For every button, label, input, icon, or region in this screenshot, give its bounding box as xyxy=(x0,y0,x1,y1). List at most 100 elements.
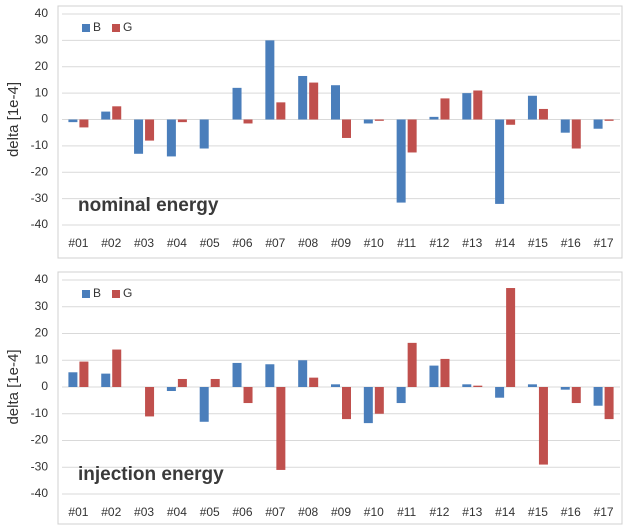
x-tick-label: #02 xyxy=(101,505,121,519)
bar xyxy=(112,349,122,387)
bar xyxy=(199,387,209,422)
bar xyxy=(363,387,373,424)
bar xyxy=(210,378,220,387)
x-tick-label: #09 xyxy=(331,236,351,250)
x-tick-label: #08 xyxy=(298,505,318,519)
bar xyxy=(538,108,548,120)
x-tick-label: #11 xyxy=(397,505,416,519)
bar xyxy=(276,387,286,470)
y-tick-label: 20 xyxy=(35,326,49,340)
bar xyxy=(68,119,78,123)
bar xyxy=(342,387,351,420)
x-tick-label: #14 xyxy=(495,236,515,250)
y-tick-label: 10 xyxy=(35,352,49,366)
bar xyxy=(604,119,614,121)
bar xyxy=(571,387,581,404)
x-tick-label: #14 xyxy=(495,505,515,519)
legend-swatch xyxy=(82,24,90,32)
y-tick-label: 0 xyxy=(41,379,48,393)
bar xyxy=(473,385,483,387)
legend-swatch xyxy=(82,290,90,298)
x-tick-label: #06 xyxy=(233,505,253,519)
x-tick-label: #15 xyxy=(528,236,548,250)
x-tick-label: #13 xyxy=(462,505,482,519)
x-tick-label: #05 xyxy=(200,505,220,519)
bar xyxy=(342,119,351,138)
bar xyxy=(604,387,614,420)
y-tick-label: -40 xyxy=(31,217,49,231)
bar xyxy=(112,106,122,120)
bar xyxy=(331,384,340,387)
y-tick-label: 30 xyxy=(35,33,49,47)
y-tick-label: -30 xyxy=(31,459,49,473)
x-tick-label: #17 xyxy=(594,236,614,250)
bar xyxy=(68,372,78,387)
legend-label: B xyxy=(93,286,101,300)
y-tick-label: 20 xyxy=(35,59,49,73)
x-tick-label: #15 xyxy=(528,505,548,519)
chart-panel: -40 -30 -20 -10 0 10 20 30 40 delta [1e-4] #01 #02 #… xyxy=(5,5,623,259)
bar xyxy=(462,93,472,120)
panel-border xyxy=(57,271,623,525)
bar xyxy=(309,377,319,387)
bar xyxy=(199,119,209,149)
bar xyxy=(429,116,439,120)
bar xyxy=(243,387,253,404)
bar xyxy=(593,119,603,129)
bar xyxy=(396,387,406,404)
bar xyxy=(101,373,111,387)
legend-swatch xyxy=(112,290,120,298)
bar xyxy=(495,119,505,204)
bar xyxy=(506,119,516,125)
bar xyxy=(571,119,581,149)
x-tick-label: #10 xyxy=(364,236,384,250)
x-tick-label: #07 xyxy=(265,505,285,519)
x-tick-label: #03 xyxy=(134,236,154,250)
bar xyxy=(593,387,603,406)
bar xyxy=(560,119,570,133)
bar xyxy=(145,119,155,141)
bar xyxy=(374,119,384,121)
chart-panel: -40 -30 -20 -10 0 10 20 30 40 delta [1e-4] #01 #02 #… xyxy=(5,271,623,525)
bar xyxy=(440,358,450,387)
bar xyxy=(527,384,537,387)
bar xyxy=(79,119,89,128)
bar xyxy=(232,362,242,387)
x-tick-label: #11 xyxy=(397,236,416,250)
annotation: nominal energy xyxy=(78,195,219,216)
y-tick-label: 10 xyxy=(35,85,49,99)
x-tick-label: #10 xyxy=(364,505,384,519)
bar xyxy=(177,119,187,123)
bar xyxy=(560,387,570,390)
x-tick-label: #01 xyxy=(68,236,88,250)
bar xyxy=(527,95,537,120)
x-tick-label: #16 xyxy=(561,505,581,519)
x-tick-label: #08 xyxy=(298,236,318,250)
y-tick-label: 30 xyxy=(35,299,49,313)
x-tick-label: #02 xyxy=(101,236,121,250)
bar xyxy=(506,288,516,387)
x-tick-label: #01 xyxy=(68,505,88,519)
bar xyxy=(407,119,417,153)
x-tick-label: #04 xyxy=(167,236,187,250)
bar xyxy=(473,90,483,120)
bar xyxy=(538,387,548,465)
y-axis-label: delta [1e-4] xyxy=(5,82,22,157)
bar xyxy=(440,98,450,120)
x-tick-label: #04 xyxy=(167,505,187,519)
bar xyxy=(462,384,472,387)
x-tick-label: #12 xyxy=(429,505,449,519)
y-tick-label: -10 xyxy=(31,138,49,152)
bar xyxy=(134,119,144,154)
bar xyxy=(298,75,308,120)
bar xyxy=(243,119,253,124)
x-tick-label: #13 xyxy=(462,236,482,250)
bar xyxy=(331,85,340,120)
y-axis-label: delta [1e-4] xyxy=(5,349,22,424)
bar xyxy=(232,87,242,120)
bar xyxy=(166,119,176,157)
legend-label: G xyxy=(123,20,132,34)
legend-label: G xyxy=(123,286,132,300)
x-tick-label: #03 xyxy=(134,505,154,519)
